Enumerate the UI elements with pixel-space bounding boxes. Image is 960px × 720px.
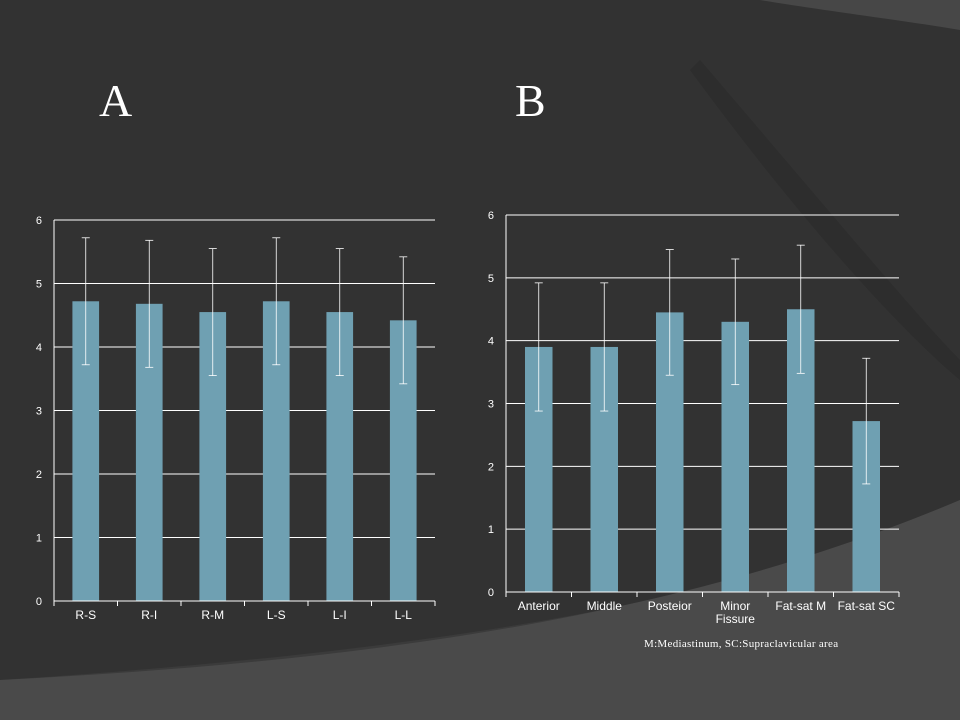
chart-a-x-tick-label: L-L bbox=[395, 608, 413, 622]
chart-b-y-tick-label: 0 bbox=[488, 587, 494, 599]
chart-b-x-tick-label: Fissure bbox=[716, 612, 756, 626]
chart-b-x-tick-label: Middle bbox=[587, 599, 623, 613]
chart-a-x-tick-label: R-M bbox=[201, 608, 224, 622]
chart-a-y-tick-label: 5 bbox=[36, 279, 42, 291]
chart-a-y-tick-label: 1 bbox=[36, 533, 42, 545]
chart-b-x-tick-label: Anterior bbox=[518, 599, 560, 613]
chart-b-y-tick-label: 4 bbox=[488, 336, 494, 348]
chart-b-y-tick-label: 2 bbox=[488, 461, 494, 473]
chart-a-y-tick-label: 3 bbox=[36, 406, 42, 418]
chart-b-y-tick-label: 3 bbox=[488, 399, 494, 411]
chart-caption: M:Mediastinum, SC:Supraclavicular area bbox=[644, 638, 839, 650]
panel-a-label: A bbox=[99, 75, 133, 126]
chart-b-x-tick-label: Posteior bbox=[648, 599, 692, 613]
chart-b-y-tick-label: 5 bbox=[488, 273, 494, 285]
chart-b-x-tick-label: Minor bbox=[720, 599, 750, 613]
chart-b-x-tick-label: Fat-sat M bbox=[775, 599, 826, 613]
chart-a-y-tick-label: 0 bbox=[36, 596, 42, 608]
chart-b-y-tick-label: 1 bbox=[488, 524, 494, 536]
chart-a-x-tick-label: R-I bbox=[141, 608, 157, 622]
chart-a-x-tick-label: L-S bbox=[267, 608, 286, 622]
chart-b-y-tick-label: 6 bbox=[488, 210, 494, 222]
chart-b-x-tick-label: Fat-sat SC bbox=[838, 599, 896, 613]
chart-a-y-tick-label: 2 bbox=[36, 469, 42, 481]
chart-a-x-tick-label: L-I bbox=[333, 608, 347, 622]
chart-a-x-tick-label: R-S bbox=[75, 608, 96, 622]
chart-a-y-tick-label: 6 bbox=[36, 215, 42, 227]
chart-a-y-tick-label: 4 bbox=[36, 342, 42, 354]
panel-b-label: B bbox=[515, 75, 546, 126]
